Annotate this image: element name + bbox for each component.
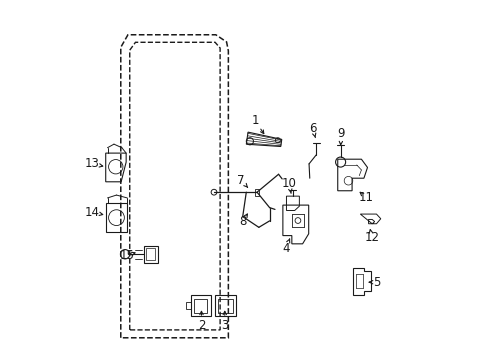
Text: 11: 11 (358, 192, 373, 204)
Bar (217, 299, 232, 313)
Text: 5: 5 (373, 276, 380, 289)
Bar (214, 296, 236, 316)
Text: 12: 12 (364, 231, 379, 244)
Bar (185, 302, 190, 309)
Text: 1: 1 (251, 114, 259, 127)
Text: 13: 13 (84, 157, 100, 170)
Text: 4: 4 (282, 242, 289, 255)
Bar (145, 248, 155, 260)
Text: 10: 10 (281, 177, 296, 190)
Bar (190, 296, 210, 316)
Text: 14: 14 (84, 206, 100, 219)
Text: 7: 7 (237, 174, 244, 186)
Text: 2: 2 (197, 319, 205, 332)
Text: 6: 6 (308, 122, 316, 135)
Bar (255, 189, 258, 196)
Text: 8: 8 (239, 215, 246, 228)
Bar (193, 299, 207, 313)
Text: 9: 9 (337, 127, 345, 140)
Bar (144, 246, 158, 263)
Text: 3: 3 (221, 319, 228, 332)
Text: 15: 15 (120, 249, 134, 262)
